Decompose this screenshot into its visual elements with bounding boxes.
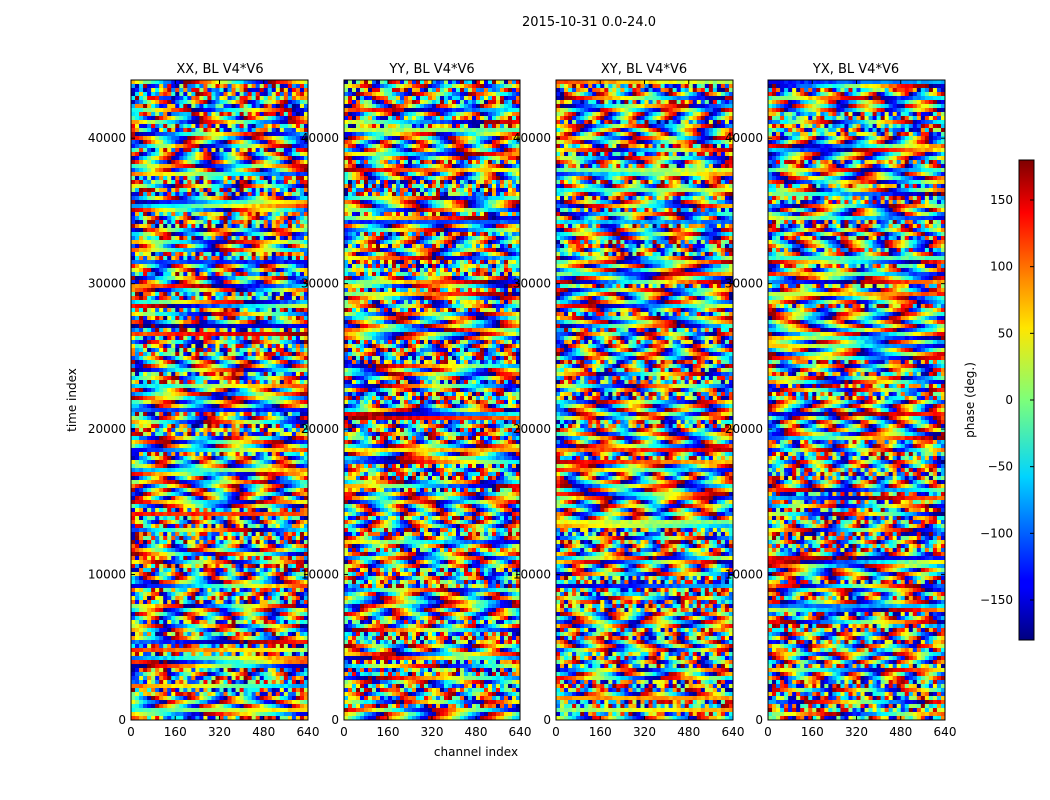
- x-tick-label: 640: [934, 725, 957, 739]
- y-tick-label: 40000: [301, 131, 339, 145]
- y-tick-label: 20000: [725, 422, 763, 436]
- y-tick-label: 0: [331, 713, 339, 727]
- colorbar-tick-label: −150: [980, 593, 1013, 607]
- panel-xy: XY, BL V4*V6: [556, 62, 733, 720]
- colorbar-label: phase (deg.): [963, 362, 977, 438]
- y-tick-label: 30000: [301, 277, 339, 291]
- figure-suptitle: 2015-10-31 0.0-24.0: [522, 15, 656, 30]
- heatmap-image: [556, 80, 733, 720]
- panel-title: YY, BL V4*V6: [388, 62, 474, 77]
- y-tick-label: 20000: [88, 422, 126, 436]
- heatmap-image: [768, 80, 945, 720]
- x-tick-label: 480: [252, 725, 275, 739]
- x-tick-label: 320: [633, 725, 656, 739]
- x-tick-label: 640: [722, 725, 745, 739]
- x-tick-label: 0: [127, 725, 135, 739]
- x-tick-label: 160: [801, 725, 824, 739]
- panel-yy: YY, BL V4*V6: [344, 62, 520, 720]
- heatmap-image: [344, 80, 520, 720]
- colorbar: 150 100 50 0 −50 −100 −150 phase (deg.): [963, 160, 1034, 640]
- colorbar-tick-label: 50: [998, 326, 1013, 340]
- colorbar-tick-label: −100: [980, 526, 1013, 540]
- y-tick-label: 20000: [513, 422, 551, 436]
- x-tick-label: 320: [845, 725, 868, 739]
- y-tick-label: 40000: [88, 131, 126, 145]
- panel-title: XY, BL V4*V6: [601, 62, 687, 77]
- y-tick-label: 0: [755, 713, 763, 727]
- x-tick-label: 480: [465, 725, 488, 739]
- y-tick-label: 20000: [301, 422, 339, 436]
- y-tick-label: 0: [543, 713, 551, 727]
- colorbar-tick-label: 100: [990, 260, 1013, 274]
- x-tick-label: 160: [377, 725, 400, 739]
- x-tick-label: 160: [164, 725, 187, 739]
- colorbar-tick-label: 0: [1005, 393, 1013, 407]
- x-tick-label: 480: [677, 725, 700, 739]
- colorbar-tick-label: 150: [990, 193, 1013, 207]
- x-tick-label: 0: [552, 725, 560, 739]
- y-tick-label: 30000: [725, 277, 763, 291]
- x-tick-label: 320: [208, 725, 231, 739]
- x-tick-label: 320: [421, 725, 444, 739]
- y-tick-label: 10000: [513, 568, 551, 582]
- x-tick-label: 640: [509, 725, 532, 739]
- panel-yx: YX, BL V4*V6: [768, 62, 945, 720]
- y-tick-label: 30000: [88, 277, 126, 291]
- y-axis-label: time index: [65, 368, 79, 432]
- x-axis-label: channel index: [434, 745, 518, 759]
- colorbar-tick-label: −50: [988, 460, 1013, 474]
- y-tick-label: 40000: [725, 131, 763, 145]
- heatmap-image: [131, 80, 308, 720]
- figure: 2015-10-31 0.0-24.0 XX, BL V4*V6 YY, BL …: [0, 0, 1050, 800]
- x-tick-label: 480: [889, 725, 912, 739]
- panel-title: XX, BL V4*V6: [176, 62, 263, 77]
- x-tick-label: 160: [589, 725, 612, 739]
- y-tick-label: 10000: [88, 568, 126, 582]
- panel-title: YX, BL V4*V6: [812, 62, 899, 77]
- y-tick-label: 30000: [513, 277, 551, 291]
- x-tick-label: 640: [297, 725, 320, 739]
- panel-xx: XX, BL V4*V6: [131, 62, 308, 720]
- x-tick-label: 0: [764, 725, 772, 739]
- y-tick-label: 10000: [301, 568, 339, 582]
- y-tick-label: 0: [118, 713, 126, 727]
- y-tick-label: 10000: [725, 568, 763, 582]
- x-tick-label: 0: [340, 725, 348, 739]
- y-tick-label: 40000: [513, 131, 551, 145]
